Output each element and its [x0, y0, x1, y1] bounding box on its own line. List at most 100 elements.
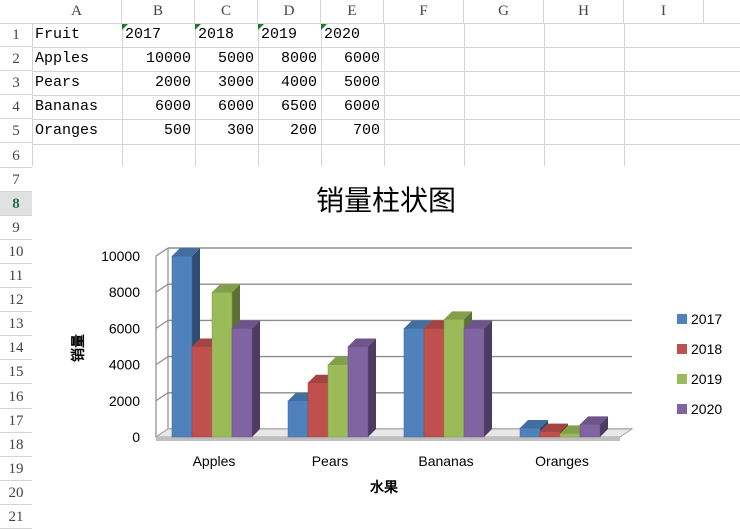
cell-b5[interactable]: 500	[163, 122, 191, 140]
row-header-18[interactable]: 18	[0, 433, 32, 457]
y-tick-label: 8000	[109, 284, 140, 300]
cell-e3[interactable]: 5000	[343, 74, 380, 92]
chart-title: 销量柱状图	[316, 184, 456, 217]
bar-top	[348, 338, 376, 347]
gridline-side	[155, 283, 169, 293]
gridline-col	[122, 23, 123, 166]
bar-top	[232, 320, 260, 329]
row-header-20[interactable]: 20	[0, 481, 32, 505]
cell-d5[interactable]: 200	[289, 122, 317, 140]
gridline-side	[155, 392, 169, 402]
cell-e5[interactable]: 700	[352, 122, 380, 140]
gridline-col	[624, 23, 625, 166]
gridline-col	[321, 23, 322, 166]
column-header-b[interactable]: B	[122, 0, 195, 23]
cell-b2[interactable]: 10000	[145, 50, 191, 68]
cell-a3[interactable]: Pears	[35, 74, 81, 92]
row-header-3[interactable]: 3	[0, 71, 32, 96]
column-header-d[interactable]: D	[258, 0, 321, 23]
row-header-16[interactable]: 16	[0, 385, 32, 409]
row-header-6[interactable]: 6	[0, 144, 32, 168]
column-header-h[interactable]: H	[544, 0, 624, 23]
row-header-10[interactable]: 10	[0, 240, 32, 264]
row-header-5[interactable]: 5	[0, 119, 32, 144]
row-header-17[interactable]: 17	[0, 409, 32, 433]
bar-top	[172, 248, 200, 256]
column-header-g[interactable]: G	[464, 0, 544, 23]
row-header-8[interactable]: 8	[0, 191, 32, 216]
x-tick-label: Apples	[193, 453, 236, 469]
cell-c3[interactable]: 3000	[217, 74, 254, 92]
bar-front	[579, 424, 601, 438]
row-header-1[interactable]: 1	[0, 23, 32, 48]
cell-a4[interactable]: Bananas	[35, 98, 99, 116]
cell-c1[interactable]: 2018	[198, 26, 235, 43]
floor-edge	[156, 437, 620, 441]
cell-a5[interactable]: Oranges	[35, 122, 99, 140]
bar-front	[287, 400, 309, 438]
cell-d3[interactable]: 4000	[280, 74, 317, 92]
legend-swatch-2017	[677, 314, 687, 324]
x-tick-label: Pears	[312, 453, 349, 469]
bar-front	[559, 433, 581, 438]
bar-top	[404, 320, 432, 329]
error-indicator-icon	[122, 24, 128, 30]
row-header-11[interactable]: 11	[0, 264, 32, 289]
y-tick-label: 4000	[109, 357, 140, 373]
bar-front	[443, 319, 465, 438]
cell-d2[interactable]: 8000	[280, 50, 317, 68]
x-axis-title: 水果	[370, 479, 399, 496]
gridline-row	[32, 143, 740, 145]
cell-c2[interactable]: 5000	[217, 50, 254, 68]
row-header-19[interactable]: 19	[0, 457, 32, 481]
cell-c5[interactable]: 300	[226, 122, 254, 140]
column-header-bar	[0, 0, 740, 24]
bar-top	[212, 284, 240, 293]
row-header-7[interactable]: 7	[0, 168, 32, 192]
gridline-col	[258, 23, 259, 166]
bar-top	[580, 416, 608, 425]
legend-swatch-2018	[677, 344, 687, 354]
y-tick-label: 0	[132, 429, 140, 445]
cell-b4[interactable]: 6000	[154, 98, 191, 116]
x-tick-label: Oranges	[535, 453, 589, 469]
bar-side	[252, 320, 260, 437]
row-header-15[interactable]: 15	[0, 360, 32, 385]
bar-front	[403, 328, 425, 438]
cell-e4[interactable]: 6000	[343, 98, 380, 116]
legend-label: 2018	[691, 341, 722, 357]
cell-a1[interactable]: Fruit	[35, 26, 81, 43]
gridline-col	[464, 23, 465, 166]
cell-d1[interactable]: 2019	[261, 26, 298, 43]
row-header-4[interactable]: 4	[0, 95, 32, 120]
cell-a2[interactable]: Apples	[35, 50, 90, 68]
bar-front	[539, 431, 561, 438]
gridline-col	[195, 23, 196, 166]
cell-d4[interactable]: 6500	[280, 98, 317, 116]
column-header-c[interactable]: C	[195, 0, 258, 23]
column-header-e[interactable]: E	[321, 0, 384, 23]
legend-swatch-2019	[677, 374, 687, 384]
gridline-col	[544, 23, 545, 166]
row-header-9[interactable]: 9	[0, 216, 32, 240]
bar-front	[327, 364, 349, 438]
column-header-a[interactable]: A	[32, 0, 122, 23]
column-header-f[interactable]: F	[384, 0, 464, 23]
row-header-21[interactable]: 21	[0, 505, 32, 529]
x-tick-label: Bananas	[418, 453, 473, 469]
bar-side	[484, 320, 492, 437]
cell-e1[interactable]: 2020	[324, 26, 361, 43]
row-header-2[interactable]: 2	[0, 47, 32, 72]
row-header-13[interactable]: 13	[0, 312, 32, 337]
bar-chart: 销量柱状图 0 2000 4000 6000 8000 10000 Apples Pears B…	[70, 184, 722, 496]
column-header-i[interactable]: I	[624, 0, 704, 23]
row-header-14[interactable]: 14	[0, 336, 32, 361]
gridline-row	[32, 71, 740, 73]
cell-e2[interactable]: 6000	[343, 50, 380, 68]
bar-2020-bananas	[463, 320, 492, 438]
row-header-12[interactable]: 12	[0, 288, 32, 313]
cell-c4[interactable]: 6000	[217, 98, 254, 116]
cell-b3[interactable]: 2000	[154, 74, 191, 92]
cell-b1[interactable]: 2017	[125, 26, 162, 43]
chart-object[interactable]: 销量柱状图 0 2000 4000 6000 8000 10000 Apples Pears B…	[32, 166, 740, 521]
